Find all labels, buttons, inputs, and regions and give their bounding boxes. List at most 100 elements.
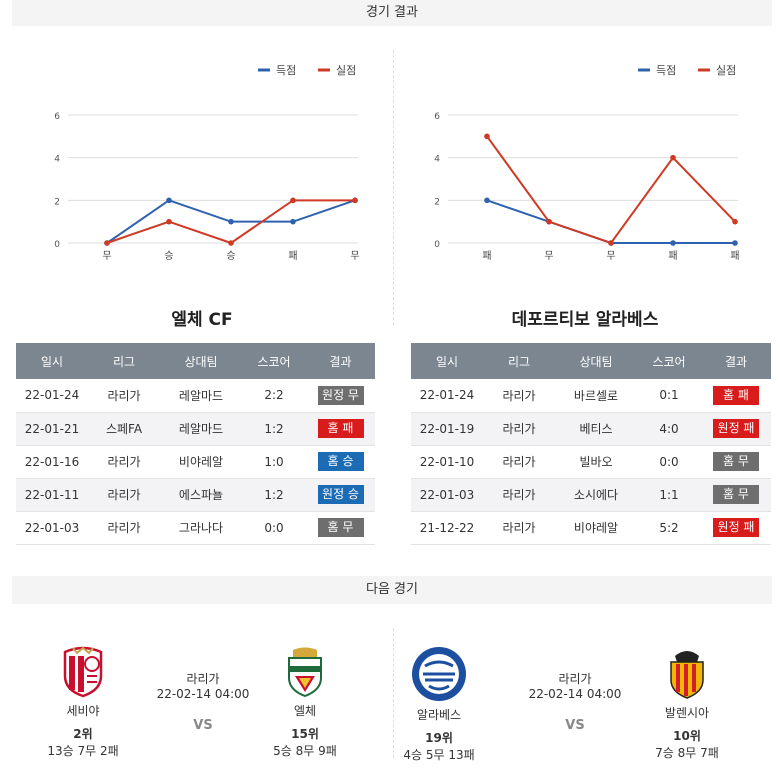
- elche-cell-result: 홈 무: [306, 511, 375, 545]
- match1-away-rank: 15위: [291, 727, 319, 741]
- sevilla-crest-icon: [63, 646, 103, 698]
- elche-series-scored-point: [166, 197, 172, 204]
- elche-y-tick: 0: [54, 240, 60, 250]
- elche-series-conceded-point: [104, 240, 110, 246]
- alaves-cell-result: 원정 패: [701, 412, 771, 446]
- elche-cell-opponent: 비야레알: [160, 445, 242, 479]
- alaves-cell-date: 22-01-19: [411, 412, 483, 446]
- alaves-header-0: 일시: [411, 343, 483, 379]
- match1-league: 라리가: [186, 672, 220, 686]
- result-badge: 홈 무: [713, 452, 759, 471]
- alaves-cell-opponent: 베티스: [555, 412, 637, 446]
- elche-legend-scored-label: 득점: [276, 64, 296, 77]
- elche-header-4: 결과: [306, 343, 375, 379]
- alaves-x-tick: 패: [668, 250, 677, 262]
- match2-away-record: 7승 8무 7패: [655, 746, 719, 760]
- elche-cell-league: 스페FA: [88, 412, 160, 446]
- table-header-row: 일시 리그 상대팀 스코어 결과: [411, 343, 771, 379]
- elche-cell-opponent: 레알마드: [160, 412, 242, 446]
- match1-away-team[interactable]: 엘체 15위 5승 8무 9패: [250, 646, 360, 759]
- match2-league: 라리가: [558, 672, 592, 686]
- match1-datetime: 22-02-14 04:00: [156, 687, 250, 701]
- alaves-cell-league: 라리가: [483, 412, 555, 446]
- match1-home-rank: 2위: [73, 727, 93, 741]
- result-badge: 홈 무: [713, 485, 759, 504]
- alaves-cell-opponent: 소시에다: [555, 478, 637, 512]
- match1-home-team[interactable]: 세비야 2위 13승 7무 2패: [28, 646, 138, 759]
- alaves-header-1: 리그: [483, 343, 555, 379]
- elche-cell-date: 22-01-11: [16, 478, 88, 512]
- alaves-series-scored-point: [732, 240, 738, 246]
- elche-x-tick: 승: [226, 250, 235, 262]
- results-divider: [393, 50, 394, 325]
- table-row: 22-01-19 라리가 베티스 4:0 원정 패: [411, 412, 771, 446]
- elche-cell-league: 라리가: [88, 478, 160, 512]
- valencia-crest-icon: [670, 651, 704, 699]
- elche-cell-opponent: 에스파뇰: [160, 478, 242, 512]
- alaves-results-table: 일시 리그 상대팀 스코어 결과 22-01-24 라리가 바르셀로 0:1 홈 패 22-01-…: [411, 343, 771, 545]
- elche-series-scored-point: [228, 218, 234, 225]
- elche-x-tick: 무: [102, 251, 111, 262]
- alaves-crest-icon: [412, 647, 466, 701]
- alaves-cell-opponent: 빌바오: [555, 445, 637, 479]
- next-match-2: 알라베스 19위 4승 5무 13패 라리가 22-02-14 04:00 VS…: [398, 640, 768, 762]
- table-row: 22-01-03 라리가 그라나다 0:0 홈 무: [16, 511, 375, 545]
- match2-home-team[interactable]: 알라베스 19위 4승 5무 13패: [384, 646, 494, 763]
- match2-datetime: 22-02-14 04:00: [528, 687, 622, 701]
- result-badge: 홈 승: [317, 452, 364, 471]
- alaves-x-tick: 무: [606, 251, 615, 262]
- table-row: 22-01-24 라리가 레알마드 2:2 원정 무: [16, 379, 375, 413]
- left-team-title: 엘체 CF: [171, 310, 233, 330]
- elche-cell-result: 홈 승: [306, 445, 375, 479]
- table-row: 22-01-03 라리가 소시에다 1:1 홈 무: [411, 478, 771, 512]
- result-badge: 홈 패: [317, 419, 364, 438]
- table-row: 22-01-11 라리가 에스파뇰 1:2 원정 승: [16, 478, 375, 512]
- elche-chart-svg: 득점 실점 6 4 2 0 무 승 승 패 무: [54, 64, 359, 262]
- alaves-y-tick: 6: [434, 112, 440, 122]
- match2-away-team[interactable]: 발렌시아 10위 7승 8무 7패: [632, 646, 742, 761]
- match2-home-rank: 19위: [425, 731, 453, 745]
- elche-cell-opponent: 그라나다: [160, 511, 242, 545]
- alaves-series-scored-point: [484, 197, 490, 204]
- elche-cell-result: 원정 무: [306, 379, 375, 413]
- elche-series-conceded-point: [352, 197, 358, 204]
- elche-y-tick: 4: [54, 155, 60, 165]
- match2-vs: VS: [565, 718, 585, 733]
- alaves-cell-date: 21-12-22: [411, 511, 483, 545]
- elche-cell-league: 라리가: [88, 445, 160, 479]
- elche-crest-icon: [288, 647, 322, 698]
- result-badge: 홈 패: [713, 385, 759, 405]
- elche-goals-chart: 득점 실점 6 4 2 0 무 승 승 패 무: [40, 58, 380, 268]
- alaves-y-tick: 4: [434, 155, 440, 165]
- next-divider: [393, 628, 394, 758]
- alaves-x-tick: 무: [544, 251, 553, 262]
- alaves-cell-result: 홈 패: [701, 379, 771, 413]
- alaves-cell-score: 5:2: [637, 511, 701, 545]
- alaves-cell-league: 라리가: [483, 379, 555, 413]
- alaves-cell-date: 22-01-24: [411, 379, 483, 413]
- alaves-cell-league: 라리가: [483, 445, 555, 479]
- right-team-title: 데포르티보 알라베스: [511, 310, 659, 330]
- elche-cell-score: 1:2: [242, 478, 306, 512]
- elche-series-conceded-point: [228, 240, 234, 246]
- match1-info: 라리가 22-02-14 04:00: [148, 670, 258, 701]
- match2-away-rank: 10위: [673, 729, 701, 743]
- results-section-title: 경기 결과: [12, 0, 772, 26]
- elche-header-1: 리그: [88, 343, 160, 379]
- alaves-cell-opponent: 바르셀로: [555, 379, 637, 413]
- alaves-cell-league: 라리가: [483, 478, 555, 512]
- alaves-series-conceded-point: [546, 218, 552, 225]
- match2-home-record: 4승 5무 13패: [403, 748, 475, 762]
- elche-legend-conceded-label: 실점: [336, 64, 356, 77]
- elche-cell-league: 라리가: [88, 379, 160, 413]
- elche-header-3: 스코어: [242, 343, 306, 379]
- elche-cell-opponent: 레알마드: [160, 379, 242, 413]
- alaves-header-4: 결과: [701, 343, 771, 379]
- alaves-cell-score: 0:0: [637, 445, 701, 479]
- elche-cell-date: 22-01-16: [16, 445, 88, 479]
- elche-header-0: 일시: [16, 343, 88, 379]
- table-row: 22-01-24 라리가 바르셀로 0:1 홈 패: [411, 379, 771, 413]
- alaves-x-tick: 패: [730, 250, 739, 262]
- result-badge: 홈 무: [317, 518, 364, 537]
- elche-results-table: 일시 리그 상대팀 스코어 결과 22-01-24 라리가 레알마드 2:2 원정 무 22-01…: [16, 343, 375, 545]
